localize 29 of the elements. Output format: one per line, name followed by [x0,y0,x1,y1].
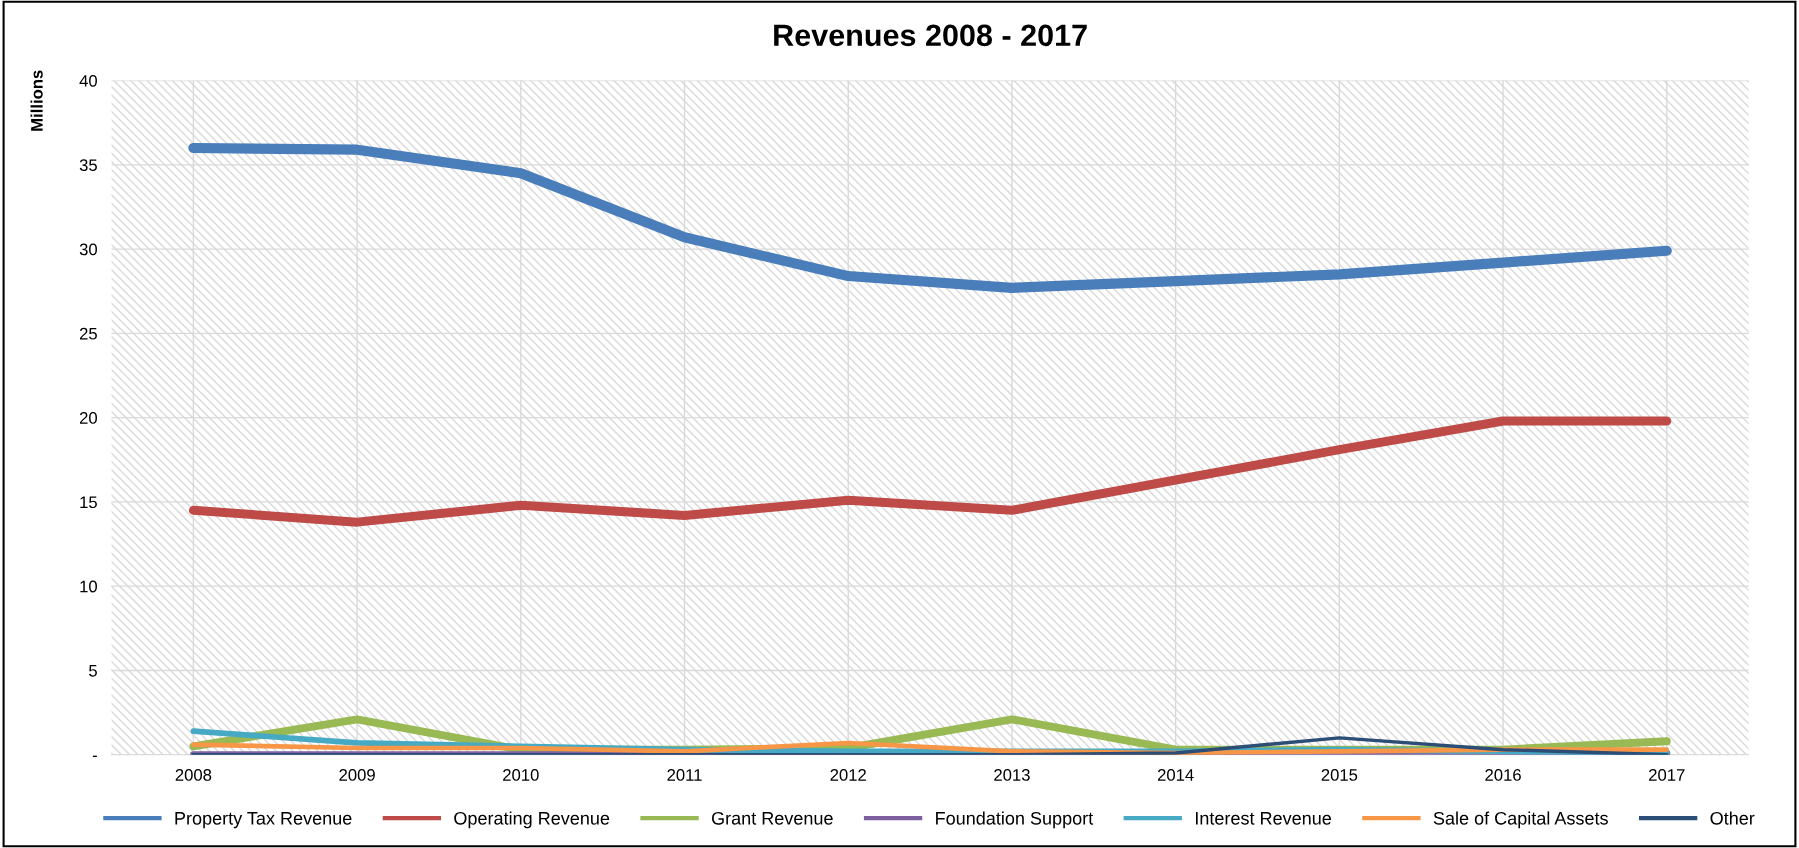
y-tick-label: 35 [79,159,97,172]
legend-label: Interest Revenue [1195,812,1332,825]
chart-title: Revenues 2008 - 2017 [774,24,1087,47]
x-tick-label: 2013 [994,769,1030,781]
y-tick-label: 5 [89,665,97,677]
y-tick-label: 30 [79,243,97,256]
y-axis-title: Millions [30,70,43,131]
x-tick-label: 2014 [1157,769,1194,781]
y-tick-label: 15 [80,496,97,509]
y-tick-label: 25 [79,327,97,340]
y-tick-label: 40 [79,74,97,87]
legend-label: Sale of Capital Assets [1433,811,1608,829]
legend-label: Other [1710,811,1755,825]
legend-label: Operating Revenue [454,811,610,829]
legend-label: Foundation Support [936,811,1094,829]
x-tick-label: 2009 [339,769,375,781]
x-tick-label: 2012 [830,769,866,781]
legend-label: Property Tax Revenue [175,812,352,829]
y-tick-label: 10 [80,580,97,593]
y-tick-label: - [92,755,97,757]
line-series [191,736,1669,755]
legend-label: Grant Revenue [711,811,833,825]
x-tick-label: 2008 [175,769,212,781]
x-tick-label: 2015 [1321,769,1358,781]
x-tick-label: 2010 [503,769,539,781]
x-tick-label: 2016 [1485,769,1521,781]
x-tick-label: 2011 [667,769,702,781]
y-tick-label: 20 [79,412,97,424]
x-tick-label: 2017 [1649,769,1685,781]
